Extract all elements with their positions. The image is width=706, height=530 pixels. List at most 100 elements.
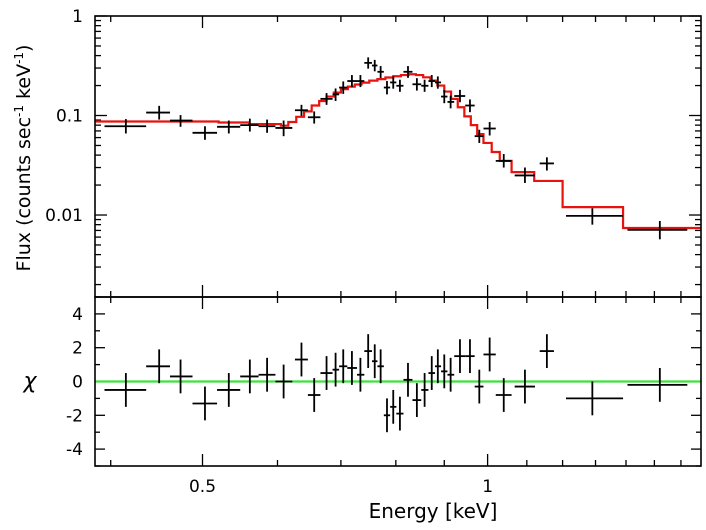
residual-data-point [258, 357, 276, 392]
flux-data-point [240, 118, 259, 132]
flux-data-point [104, 119, 147, 134]
flux-data-point [435, 76, 442, 89]
flux-data-point [320, 93, 333, 105]
flux-data-point [364, 57, 373, 69]
energy-tick-label: 1 [482, 477, 493, 497]
flux-data-point [396, 79, 404, 92]
flux-axis-label: Flux (counts sec-1 keV-1) [12, 45, 35, 272]
residual-data-point [240, 359, 259, 394]
flux-data-point [566, 208, 624, 225]
residual-data-point [454, 339, 466, 374]
residual-data-points [104, 334, 688, 433]
residual-data-point [539, 334, 554, 368]
residual-data-point [483, 337, 496, 372]
residual-data-point [428, 356, 436, 390]
residual-data-point [347, 351, 358, 385]
residual-ytick-label: -4 [66, 440, 83, 460]
flux-label-kev: keV [13, 64, 35, 105]
residual-axis-ticks [95, 296, 701, 467]
residual-data-point [412, 383, 422, 417]
flux-data-point [421, 79, 429, 92]
residual-data-point [627, 367, 688, 402]
residual-data-point [403, 362, 413, 397]
flux-ytick-label: 0.1 [56, 107, 83, 127]
flux-data-point [347, 75, 358, 88]
flux-data-point [377, 66, 384, 79]
residual-ytick-label: 0 [72, 373, 83, 393]
residual-data-point [192, 386, 218, 421]
residual-data-point [441, 354, 448, 389]
residual-data-point [566, 381, 624, 416]
residual-ytick-label: 2 [72, 339, 83, 359]
flux-data-point [169, 115, 193, 127]
flux-data-point [372, 59, 378, 72]
flux-panel: 1 0.1 0.01 [45, 7, 702, 298]
residual-ytick-label: 4 [72, 305, 83, 325]
flux-data-point [258, 119, 276, 133]
flux-data-point [275, 120, 293, 137]
residual-data-point [275, 364, 293, 399]
residual-data-point [447, 357, 455, 392]
residual-data-point [320, 356, 333, 390]
flux-ytick-labels: 1 0.1 0.01 [45, 7, 83, 226]
flux-data-point [514, 167, 535, 183]
residual-data-point [514, 369, 535, 404]
flux-data-points [104, 57, 688, 240]
flux-label-main: Flux (counts sec [13, 117, 35, 272]
flux-data-point [428, 75, 436, 88]
flux-data-point [441, 90, 448, 104]
flux-data-point [403, 66, 413, 78]
residual-panel: 420-2-4 0.5 1 [66, 296, 702, 497]
residual-data-point [364, 334, 373, 368]
flux-label-close: ) [13, 45, 35, 52]
residual-data-point [465, 339, 475, 374]
residual-data-point [435, 349, 442, 384]
residual-data-point [421, 373, 429, 407]
energy-tick-label: 0.5 [189, 477, 216, 497]
flux-data-point [192, 126, 218, 140]
residual-data-point [495, 378, 512, 412]
flux-axis-ticks [95, 15, 701, 297]
model-step-line [95, 73, 701, 230]
residual-data-point [357, 357, 365, 392]
flux-data-point [454, 89, 466, 103]
flux-data-point [217, 120, 241, 134]
flux-panel-frame [94, 15, 702, 298]
residual-data-point [104, 373, 147, 407]
flux-data-point [447, 95, 455, 109]
flux-data-point [627, 221, 688, 240]
flux-label-exp1: -1 [12, 105, 26, 117]
residual-data-point [390, 389, 397, 424]
residual-data-point [294, 342, 308, 377]
residual-ytick-labels: 4 2 0 -2 -4 [66, 305, 83, 460]
energy-tick-labels: 0.5 1 [189, 477, 493, 497]
energy-axis-label: Energy [keV] [369, 499, 498, 523]
flux-data-point [483, 122, 496, 136]
flux-ytick-label: 1 [72, 7, 83, 27]
residual-data-point [474, 369, 484, 404]
residual-data-point [377, 349, 384, 384]
residual-data-point [372, 344, 378, 379]
residual-data-point [146, 349, 170, 384]
flux-data-point [495, 154, 512, 168]
residual-data-point [332, 352, 340, 387]
flux-data-point [146, 105, 170, 120]
residual-data-point [169, 359, 193, 394]
residual-data-point [307, 378, 321, 412]
flux-ytick-label: 0.01 [45, 206, 83, 226]
flux-data-point [332, 88, 340, 101]
flux-data-point [339, 81, 348, 94]
flux-data-point [390, 76, 397, 89]
flux-data-point [307, 111, 321, 124]
flux-data-point [294, 104, 308, 116]
flux-data-point [474, 129, 484, 143]
flux-data-point [383, 81, 391, 95]
flux-data-point [465, 99, 475, 113]
residual-ytick-label: -2 [66, 406, 83, 426]
residual-data-point [217, 373, 241, 407]
chi-axis-label: χ [22, 369, 37, 394]
residual-data-point [383, 398, 391, 433]
residual-panel-frame [94, 296, 702, 467]
residual-data-point [339, 349, 348, 384]
